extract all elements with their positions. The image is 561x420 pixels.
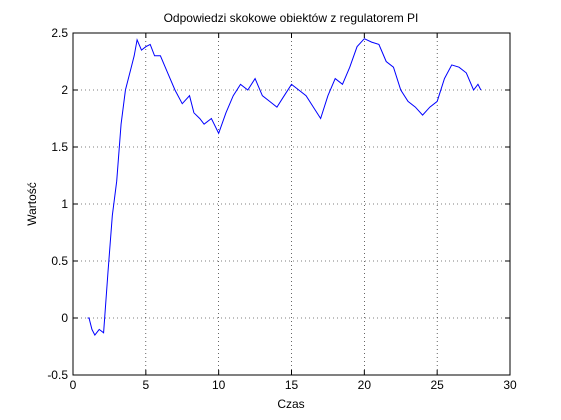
x-tick-label: 5 bbox=[142, 378, 149, 392]
chart-title: Odpowiedzi skokowe obiektów z regulatore… bbox=[164, 11, 419, 25]
axes-box bbox=[72, 32, 511, 376]
x-tick-label: 25 bbox=[430, 378, 444, 392]
y-tick-label: 1 bbox=[61, 197, 68, 211]
y-axis-label: Wartość bbox=[25, 182, 39, 226]
y-tick-label: -0.5 bbox=[47, 368, 68, 382]
y-tick-label: 2.5 bbox=[51, 26, 68, 40]
x-tick-label: 20 bbox=[358, 378, 372, 392]
x-tick-label: 10 bbox=[212, 378, 226, 392]
x-axis-label: Czas bbox=[277, 397, 304, 411]
x-tick-label: 0 bbox=[70, 378, 77, 392]
y-tick-label: 0.5 bbox=[51, 254, 68, 268]
y-tick-label: 2 bbox=[61, 83, 68, 97]
y-tick-label: 1.5 bbox=[51, 140, 68, 154]
x-tick-label: 15 bbox=[285, 378, 299, 392]
x-tick-label: 30 bbox=[503, 378, 517, 392]
y-tick-label: 0 bbox=[61, 311, 68, 325]
data-line bbox=[87, 38, 482, 337]
